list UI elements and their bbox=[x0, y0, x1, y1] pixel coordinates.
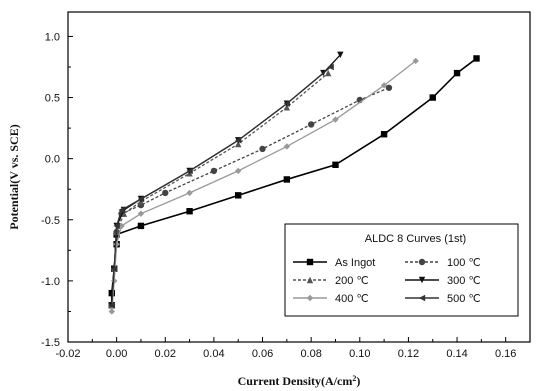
legend-label-100c: 100 ℃ bbox=[447, 257, 481, 269]
legend-item-200c: 200 ℃ bbox=[293, 275, 369, 287]
x-axis-title-main: Current Density(A/cm bbox=[238, 374, 353, 388]
data-point-500c bbox=[113, 222, 120, 230]
data-point-300c bbox=[337, 51, 344, 58]
legend-label-200c: 200 ℃ bbox=[335, 275, 369, 287]
data-point-500c bbox=[108, 302, 115, 309]
data-point-as-ingot bbox=[429, 94, 436, 101]
legend-item-400c: 400 ℃ bbox=[293, 293, 369, 305]
y-axis-title: Potential(V vs. SCE) bbox=[7, 124, 21, 229]
x-axis-title-suffix: ) bbox=[356, 374, 360, 388]
data-point-500c bbox=[111, 265, 118, 272]
y-tick-label: 0.5 bbox=[45, 93, 60, 105]
legend-marker-500c bbox=[418, 294, 426, 302]
data-point-200c bbox=[324, 69, 332, 77]
data-point-100c bbox=[210, 167, 218, 175]
y-tick-label: 1.0 bbox=[45, 31, 60, 43]
legend-box bbox=[284, 223, 519, 317]
data-point-200c bbox=[120, 210, 128, 217]
data-point-400c bbox=[111, 277, 118, 285]
data-point-400c bbox=[332, 116, 339, 123]
data-point-as-ingot bbox=[380, 131, 388, 138]
x-tick-label: 0.02 bbox=[155, 348, 176, 360]
data-point-500c bbox=[283, 100, 291, 107]
series-line-200c bbox=[111, 72, 329, 306]
y-tick-label: 0.0 bbox=[45, 154, 60, 166]
data-point-as-ingot bbox=[186, 208, 193, 215]
x-axis-title: Current Density(A/cm2) bbox=[238, 374, 361, 389]
x-axis-title-sup: 2 bbox=[352, 374, 356, 383]
data-point-100c bbox=[307, 121, 315, 128]
legend-marker-100c bbox=[418, 258, 426, 266]
data-point-500c bbox=[235, 137, 242, 144]
data-point-as-ingot bbox=[108, 289, 115, 297]
legend-item-500c: 500 ℃ bbox=[405, 293, 481, 305]
data-point-400c bbox=[412, 57, 419, 65]
data-point-400c bbox=[108, 308, 115, 315]
legend-item-300c: 300 ℃ bbox=[405, 275, 481, 287]
legend-marker-300c bbox=[418, 276, 426, 284]
data-point-as-ingot bbox=[235, 192, 242, 199]
data-point-400c bbox=[235, 167, 242, 175]
data-point-200c bbox=[235, 140, 242, 148]
data-point-500c bbox=[327, 63, 334, 71]
legend-label-500c: 500 ℃ bbox=[447, 293, 481, 305]
data-point-as-ingot bbox=[332, 161, 339, 168]
legend-label-400c: 400 ℃ bbox=[335, 293, 369, 305]
data-point-400c bbox=[380, 82, 388, 89]
x-tick-label: 0.12 bbox=[398, 348, 419, 360]
data-point-500c bbox=[137, 195, 145, 203]
legend: ALDC 8 Curves (1st) As Ingot 100 ℃ 200 ℃ 300… bbox=[284, 223, 519, 317]
y-tick-label: -0.5 bbox=[41, 215, 60, 227]
x-tick-label: 0.14 bbox=[446, 348, 467, 360]
legend-item-100c: 100 ℃ bbox=[405, 257, 481, 269]
legend-title: ALDC 8 Curves (1st) bbox=[365, 233, 466, 245]
plot-frame bbox=[67, 11, 531, 343]
y-tick-label: -1.5 bbox=[41, 337, 60, 349]
data-point-100c bbox=[162, 189, 169, 197]
data-point-as-ingot bbox=[283, 176, 291, 183]
series-500c bbox=[108, 63, 334, 309]
data-point-200c bbox=[283, 104, 291, 111]
x-tick-label: -0.02 bbox=[55, 348, 80, 360]
data-point-400c bbox=[118, 222, 125, 230]
data-point-100c bbox=[385, 84, 393, 91]
series-layer bbox=[108, 51, 480, 315]
x-tick-label: 0.04 bbox=[203, 348, 224, 360]
x-tick-label: 0.16 bbox=[495, 348, 516, 360]
data-point-400c bbox=[283, 143, 291, 150]
data-point-100c bbox=[259, 145, 266, 153]
legend-marker-200c bbox=[306, 276, 314, 284]
data-point-500c bbox=[186, 167, 193, 175]
x-tick-label: 0.08 bbox=[300, 348, 321, 360]
legend-label-300c: 300 ℃ bbox=[447, 275, 481, 287]
x-tick-label: 0.00 bbox=[106, 348, 127, 360]
series-400c bbox=[108, 57, 419, 315]
data-point-as-ingot bbox=[473, 55, 480, 62]
legend-label-as-ingot: As Ingot bbox=[335, 257, 375, 269]
axes-ticks: -0.02 0.00 0.02 0.04 0.06 0.08 0.10 0.12 0.14 0.1… bbox=[41, 31, 516, 360]
legend-marker-400c bbox=[306, 294, 314, 302]
y-tick-label: -1.0 bbox=[41, 276, 60, 288]
x-tick-label: 0.06 bbox=[252, 348, 273, 360]
x-tick-label: 0.10 bbox=[349, 348, 370, 360]
data-point-400c bbox=[186, 189, 193, 197]
legend-marker-as-ingot bbox=[306, 258, 314, 266]
data-point-500c bbox=[118, 206, 125, 214]
legend-item-as-ingot: As Ingot bbox=[293, 257, 375, 269]
data-point-as-ingot bbox=[137, 222, 145, 230]
data-point-as-ingot bbox=[453, 69, 461, 77]
data-point-400c bbox=[137, 210, 145, 217]
